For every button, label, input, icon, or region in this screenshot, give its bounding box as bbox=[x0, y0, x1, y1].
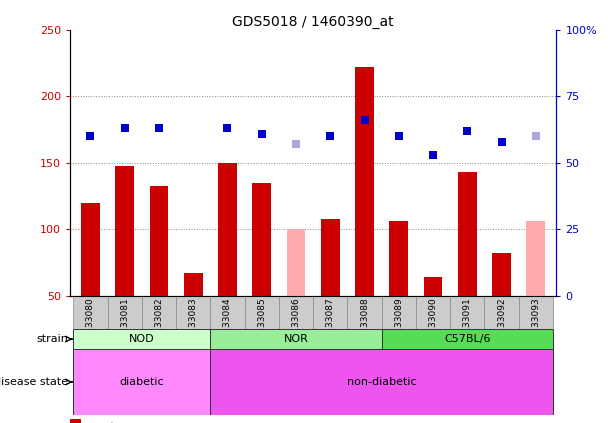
Text: strain: strain bbox=[36, 334, 68, 344]
Text: GSM1133087: GSM1133087 bbox=[326, 297, 335, 358]
Bar bbox=[81, 203, 100, 296]
FancyBboxPatch shape bbox=[142, 296, 176, 329]
Text: count: count bbox=[85, 422, 115, 423]
Bar bbox=[355, 67, 374, 296]
Text: non-diabetic: non-diabetic bbox=[347, 377, 416, 387]
Point bbox=[394, 133, 404, 140]
Point bbox=[428, 151, 438, 158]
FancyBboxPatch shape bbox=[244, 296, 279, 329]
Bar bbox=[458, 172, 477, 296]
Text: GSM1133084: GSM1133084 bbox=[223, 297, 232, 358]
Point bbox=[154, 125, 164, 132]
FancyBboxPatch shape bbox=[108, 296, 142, 329]
FancyBboxPatch shape bbox=[519, 296, 553, 329]
Bar bbox=[184, 273, 202, 296]
FancyBboxPatch shape bbox=[74, 349, 210, 415]
Text: NOD: NOD bbox=[129, 334, 154, 344]
Text: NOR: NOR bbox=[283, 334, 308, 344]
Title: GDS5018 / 1460390_at: GDS5018 / 1460390_at bbox=[232, 14, 394, 29]
Text: GSM1133086: GSM1133086 bbox=[291, 297, 300, 358]
Text: GSM1133093: GSM1133093 bbox=[531, 297, 541, 358]
FancyBboxPatch shape bbox=[382, 296, 416, 329]
Text: GSM1133092: GSM1133092 bbox=[497, 297, 506, 358]
FancyBboxPatch shape bbox=[382, 329, 553, 349]
Point bbox=[257, 130, 266, 137]
Text: GSM1133089: GSM1133089 bbox=[394, 297, 403, 358]
Text: GSM1133082: GSM1133082 bbox=[154, 297, 164, 358]
Point bbox=[120, 125, 130, 132]
FancyBboxPatch shape bbox=[210, 349, 553, 415]
Bar bbox=[218, 163, 237, 296]
Text: GSM1133091: GSM1133091 bbox=[463, 297, 472, 358]
Point bbox=[325, 133, 335, 140]
FancyBboxPatch shape bbox=[313, 296, 347, 329]
Text: GSM1133081: GSM1133081 bbox=[120, 297, 130, 358]
Bar bbox=[286, 229, 305, 296]
Text: GSM1133090: GSM1133090 bbox=[429, 297, 438, 358]
Bar bbox=[389, 222, 408, 296]
FancyBboxPatch shape bbox=[210, 329, 382, 349]
Bar bbox=[424, 277, 443, 296]
Text: C57BL/6: C57BL/6 bbox=[444, 334, 491, 344]
FancyBboxPatch shape bbox=[416, 296, 450, 329]
FancyBboxPatch shape bbox=[74, 329, 210, 349]
Text: diabetic: diabetic bbox=[120, 377, 164, 387]
FancyBboxPatch shape bbox=[279, 296, 313, 329]
FancyBboxPatch shape bbox=[176, 296, 210, 329]
Bar bbox=[116, 165, 134, 296]
Bar bbox=[527, 222, 545, 296]
Bar bbox=[150, 186, 168, 296]
FancyBboxPatch shape bbox=[210, 296, 244, 329]
Point bbox=[497, 138, 506, 145]
Bar bbox=[252, 183, 271, 296]
Text: GSM1133088: GSM1133088 bbox=[360, 297, 369, 358]
Point bbox=[86, 133, 95, 140]
Text: GSM1133080: GSM1133080 bbox=[86, 297, 95, 358]
FancyBboxPatch shape bbox=[485, 296, 519, 329]
Text: disease state: disease state bbox=[0, 377, 68, 387]
FancyBboxPatch shape bbox=[347, 296, 382, 329]
Bar bbox=[492, 253, 511, 296]
FancyBboxPatch shape bbox=[450, 296, 485, 329]
Text: GSM1133083: GSM1133083 bbox=[188, 297, 198, 358]
Bar bbox=[321, 219, 340, 296]
Point bbox=[360, 117, 370, 124]
Text: GSM1133085: GSM1133085 bbox=[257, 297, 266, 358]
Point bbox=[463, 127, 472, 134]
Point bbox=[223, 125, 232, 132]
Point bbox=[291, 141, 301, 148]
FancyBboxPatch shape bbox=[74, 296, 108, 329]
Point bbox=[531, 133, 541, 140]
